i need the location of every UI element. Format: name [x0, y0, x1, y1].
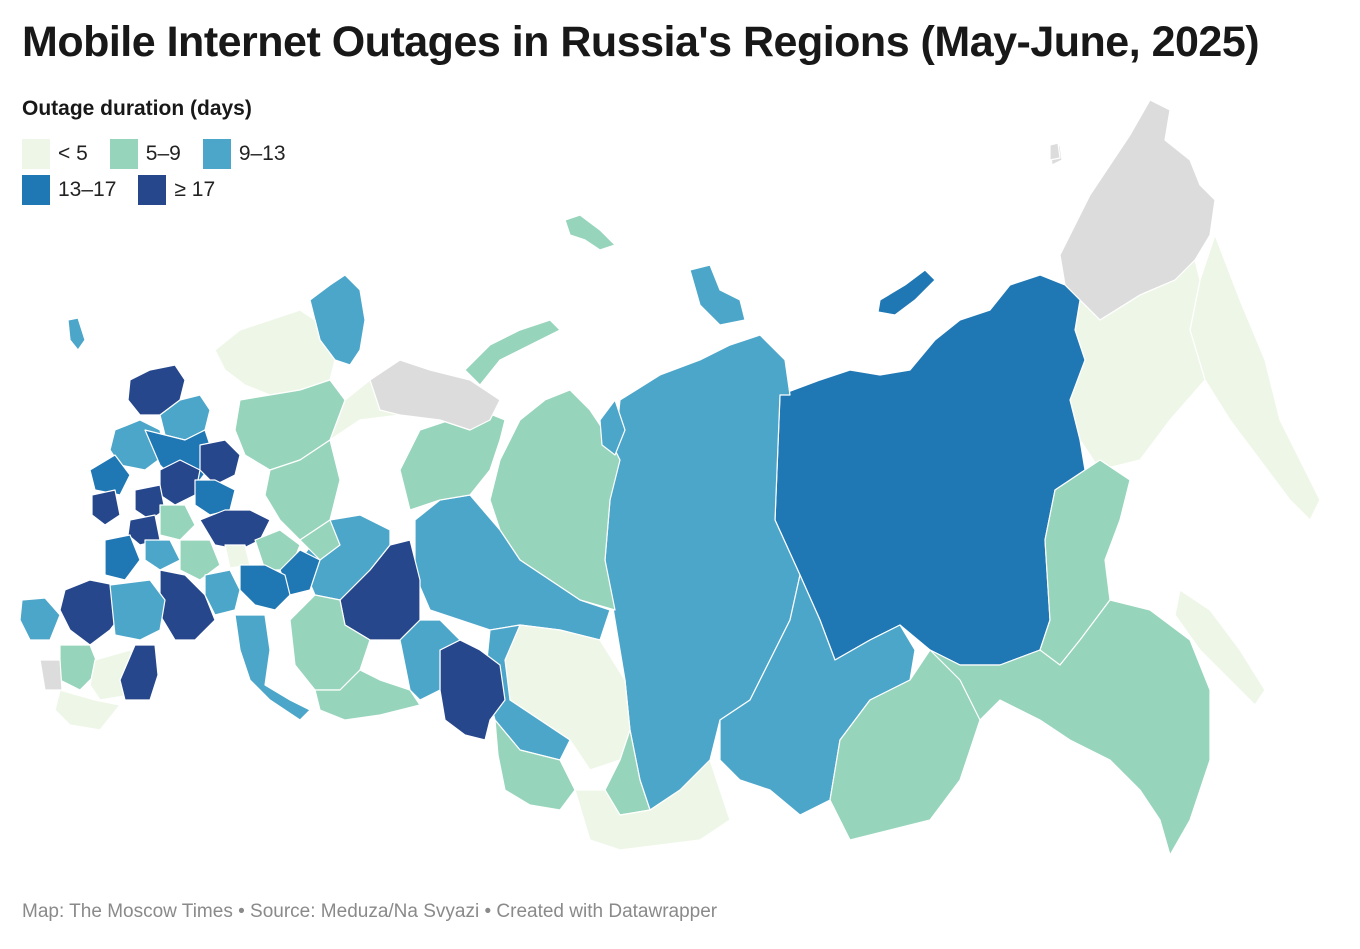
region-bryansk[interactable] [91, 489, 121, 526]
region-smolensk[interactable] [89, 454, 131, 496]
region-belgorod-voronezh[interactable] [59, 579, 126, 646]
region-kurgan[interactable] [439, 639, 506, 741]
region-krasnoyarsk-islands [689, 264, 746, 326]
legend-label-9-13: 9–13 [238, 142, 286, 165]
region-georgia-nodata [39, 659, 63, 691]
legend-item-9-13: 9–13 [202, 139, 286, 169]
region-caucasus[interactable] [54, 689, 121, 731]
region-astrakhan[interactable] [234, 614, 311, 721]
legend-label-5-9: 5–9 [145, 142, 181, 165]
region-crimea[interactable] [19, 597, 61, 641]
region-tyva-khakassia[interactable] [574, 759, 731, 851]
legend-item-gte17: ≥ 17 [138, 175, 215, 205]
legend-swatch-9-13 [202, 139, 231, 169]
region-komi[interactable] [399, 409, 506, 511]
region-taimyr-north [599, 399, 626, 456]
region-franz-josef [564, 214, 616, 251]
region-karelia[interactable] [214, 309, 336, 396]
region-mordovia[interactable] [179, 539, 221, 581]
region-lipetsk[interactable] [159, 569, 216, 641]
region-khanty-mansi[interactable] [414, 494, 611, 641]
region-kursk[interactable] [104, 534, 141, 581]
region-tambov[interactable] [144, 539, 181, 571]
region-kamchatka[interactable] [1189, 234, 1321, 521]
region-novaya-zemlya [464, 319, 561, 386]
legend-item-5-9: 5–9 [109, 139, 181, 169]
legend-label-gte17: ≥ 17 [174, 178, 216, 201]
region-altai[interactable] [494, 719, 576, 811]
region-wrangel [1049, 142, 1061, 161]
region-orenburg[interactable] [314, 669, 421, 721]
region-sakhalin[interactable] [1174, 589, 1266, 706]
region-nenets-nodata [369, 359, 501, 431]
region-bashkortostan[interactable] [289, 594, 371, 691]
region-yakutia-islands [877, 269, 936, 316]
region-yaroslavl[interactable] [199, 439, 241, 486]
legend-label-13-17: 13–17 [58, 178, 117, 201]
legend-item-lt5: < 5 [22, 139, 88, 169]
legend-swatch-13-17 [22, 175, 50, 205]
region-moscow[interactable] [159, 459, 201, 506]
legend-label-lt5: < 5 [58, 142, 88, 165]
region-udmurtia[interactable] [299, 519, 341, 561]
region-nizhny[interactable] [199, 509, 271, 551]
legend-swatch-lt5 [22, 139, 50, 169]
region-stavropol[interactable] [119, 644, 159, 701]
region-yakutia[interactable] [774, 274, 1086, 666]
legend-swatch-5-9 [109, 139, 138, 169]
region-yamal[interactable] [489, 389, 621, 611]
legend-item-13-17: 13–17 [22, 175, 116, 205]
region-samara[interactable] [204, 569, 241, 616]
legend-swatch-gte17 [138, 175, 167, 205]
region-kaluga[interactable] [134, 484, 166, 521]
region-kaliningrad[interactable] [67, 317, 86, 351]
region-zabaikalsky[interactable] [829, 649, 981, 841]
credit-line: Map: The Moscow Times • Source: Meduza/N… [22, 901, 718, 922]
region-tyumen[interactable] [399, 619, 461, 701]
region-saratov[interactable] [239, 564, 291, 611]
chart-title: Mobile Internet Outages in Russia's Regi… [22, 18, 1260, 66]
legend: < 5 5–9 9–13 13–17 ≥ 17 [22, 136, 352, 208]
legend-title: Outage duration (days) [22, 97, 252, 120]
russia-regions-map [19, 99, 1321, 856]
region-volgograd[interactable] [109, 579, 166, 641]
region-ryazan[interactable] [159, 504, 196, 541]
